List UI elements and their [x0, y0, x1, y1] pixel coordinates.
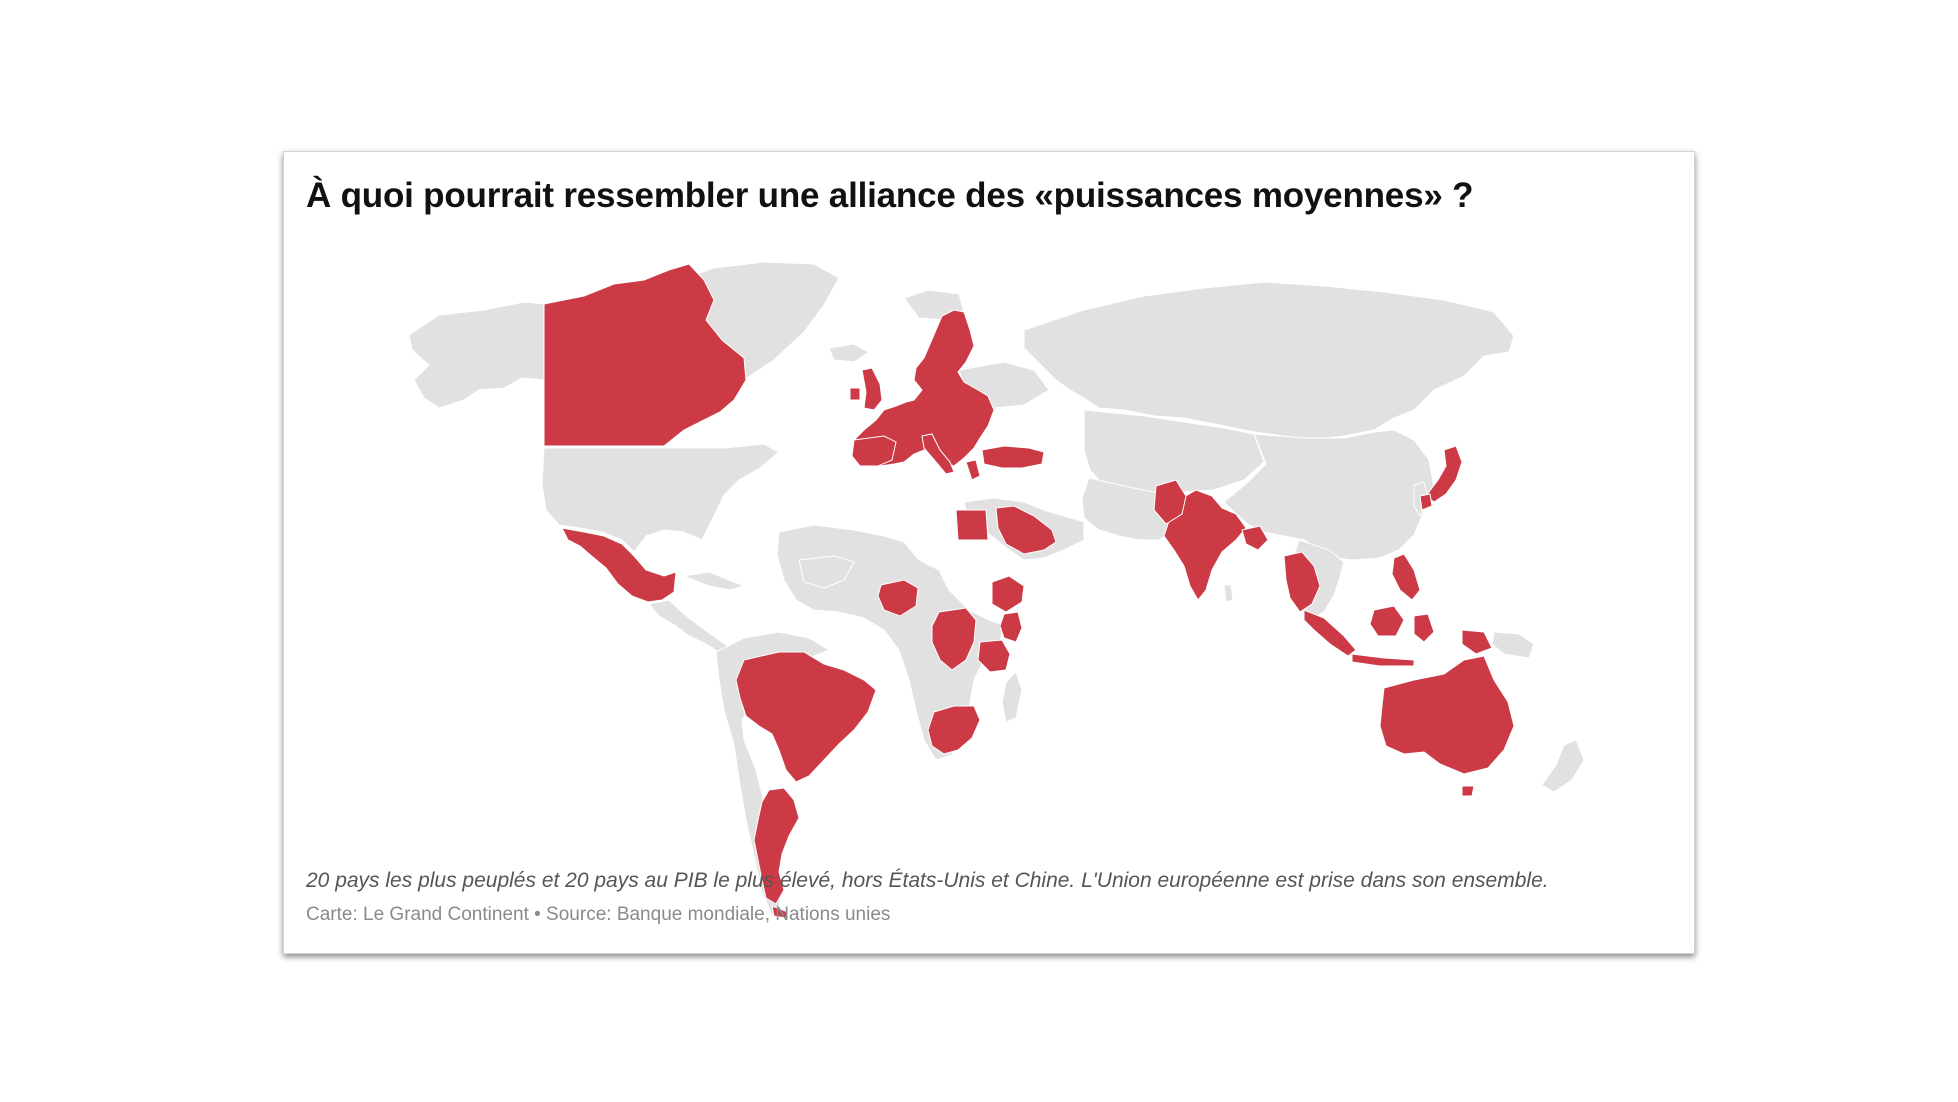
united-kingdom	[861, 367, 883, 411]
new-zealand	[1541, 739, 1585, 793]
bangladesh	[1241, 525, 1269, 551]
nigeria	[877, 579, 919, 617]
indonesia-borneo	[1369, 605, 1405, 637]
iberia	[851, 435, 897, 467]
united-states	[541, 443, 780, 553]
tanzania	[977, 639, 1011, 673]
tierra-del-fuego	[771, 905, 789, 919]
european-union	[853, 309, 995, 467]
india	[1163, 489, 1247, 601]
madagascar	[1001, 671, 1023, 723]
thailand-vietnam	[1283, 551, 1321, 613]
papua	[1491, 631, 1535, 659]
saudi-arabia	[995, 505, 1057, 555]
south-africa	[927, 705, 981, 755]
japan	[1425, 445, 1463, 503]
greece	[965, 459, 981, 481]
world-map-svg	[408, 261, 1585, 919]
indonesia-sumatra	[1303, 609, 1357, 657]
ireland	[849, 387, 861, 401]
argentina	[753, 787, 800, 905]
indonesia-java	[1351, 653, 1415, 667]
map-credit: Carte: Le Grand Continent • Source: Banq…	[306, 904, 891, 925]
alaska	[408, 301, 545, 409]
iceland	[828, 343, 870, 363]
central-america	[648, 599, 736, 655]
south-korea	[1419, 493, 1433, 511]
sri-lanka	[1223, 584, 1234, 603]
indonesia-sulawesi	[1413, 613, 1435, 643]
indonesia-papua	[1461, 629, 1493, 655]
selected-countries	[543, 263, 1515, 919]
tasmania	[1461, 785, 1475, 797]
italy	[921, 433, 955, 475]
map-card: À quoi pourrait ressembler une alliance …	[283, 151, 1695, 954]
turkey	[981, 445, 1045, 469]
base-land	[408, 261, 1585, 916]
ethiopia	[991, 575, 1025, 613]
egypt	[955, 509, 989, 541]
australia	[1379, 655, 1515, 775]
philippines	[1391, 553, 1421, 601]
kenya	[999, 611, 1023, 643]
russia-asia	[1023, 281, 1515, 441]
world-map	[384, 240, 1614, 1000]
map-title: À quoi pourrait ressembler une alliance …	[306, 176, 1474, 215]
pakistan	[1153, 479, 1187, 525]
china	[1223, 429, 1435, 561]
map-note: 20 pays les plus peuplés et 20 pays au P…	[306, 869, 1549, 892]
canada	[543, 263, 747, 447]
caribbean	[682, 571, 746, 591]
brazil	[735, 651, 877, 783]
west-africa-sahel	[798, 555, 855, 589]
mexico	[561, 527, 677, 603]
dr-congo	[931, 607, 977, 671]
